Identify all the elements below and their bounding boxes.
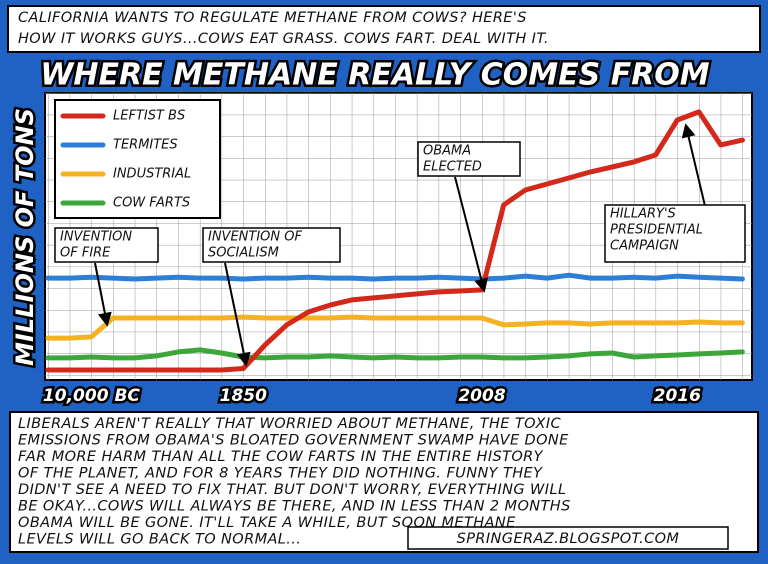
annotation-arrow: [224, 262, 251, 367]
annotation-box: [54, 227, 159, 263]
caption-line: OF THE PLANET, AND FOR 8 YEARS THEY DID …: [18, 466, 543, 482]
caption-line: EMISSIONS FROM OBAMA'S BLOATED GOVERNMEN…: [18, 433, 569, 449]
caption-line: HOW IT WORKS GUYS...COWS EAT GRASS. COWS…: [18, 31, 549, 47]
y-axis-label: MILLIONS OF TONS: [11, 108, 39, 366]
annotation-box: [417, 141, 521, 177]
legend-label: INDUSTRIAL: [113, 167, 191, 182]
x-tick-label: 2016: [654, 386, 701, 406]
series-line: [45, 347, 745, 361]
annotation-text: ELECTED: [423, 160, 482, 175]
x-tick-label: 2008: [458, 386, 505, 406]
legend-label: COW FARTS: [113, 196, 190, 211]
legend-box: [54, 99, 221, 219]
signature: SPRINGERAZ.BLOGSPOT.COM: [457, 531, 680, 547]
annotation-arrow: [681, 123, 706, 207]
x-tick-label: 10,000 BC: [43, 386, 140, 406]
annotation-text: CAMPAIGN: [610, 239, 679, 254]
caption-line: OBAMA WILL BE GONE. IT'LL TAKE A WHILE, …: [18, 515, 516, 531]
chart-title: WHERE METHANE REALLY COMES FROM: [40, 58, 709, 93]
signature-box: [407, 526, 729, 550]
annotation-text: OBAMA: [423, 144, 471, 159]
annotation-text: INVENTION OF: [208, 230, 302, 245]
series-line: [45, 314, 745, 341]
annotation-box: [202, 227, 341, 263]
caption-line: DIDN'T SEE A NEED TO FIX THAT. BUT DON'T…: [18, 482, 566, 498]
legend-label: LEFTIST BS: [113, 109, 185, 124]
x-tick-label: 1850: [220, 386, 267, 406]
annotation-box: [604, 204, 746, 263]
plot: LEFTIST BS TERMITES INDUSTRIAL COW FARTS INV…: [45, 99, 746, 373]
caption-line: LIBERALS AREN'T REALLY THAT WORRIED ABOU…: [18, 416, 562, 432]
caption-line: FAR MORE HARM THAN ALL THE COW FARTS IN …: [18, 449, 544, 465]
annotation-arrow: [454, 176, 488, 293]
annotation-arrow: [94, 262, 112, 327]
series-line: [45, 272, 745, 282]
caption-line: LEVELS WILL GO BACK TO NORMAL...: [18, 532, 301, 548]
series-line: [45, 109, 745, 373]
annotation-text: HILLARY'S: [610, 207, 676, 222]
bottom-caption: LIBERALS AREN'T REALLY THAT WORRIED ABOU…: [18, 416, 571, 548]
annotation-text: PRESIDENTIAL: [610, 223, 703, 238]
caption-line: BE OKAY...COWS WILL ALWAYS BE THERE, AND…: [18, 499, 571, 515]
top-caption: CALIFORNIA WANTS TO REGULATE METHANE FRO…: [18, 10, 549, 47]
legend-label: TERMITES: [113, 138, 178, 153]
legend: LEFTIST BS TERMITES INDUSTRIAL COW FARTS: [54, 99, 221, 219]
annotation-text: INVENTION: [60, 230, 132, 245]
top-caption-box: [7, 5, 761, 53]
annotation-text: OF FIRE: [60, 246, 111, 261]
annotation-text: SOCIALISM: [208, 246, 279, 261]
caption-line: CALIFORNIA WANTS TO REGULATE METHANE FRO…: [18, 10, 527, 26]
